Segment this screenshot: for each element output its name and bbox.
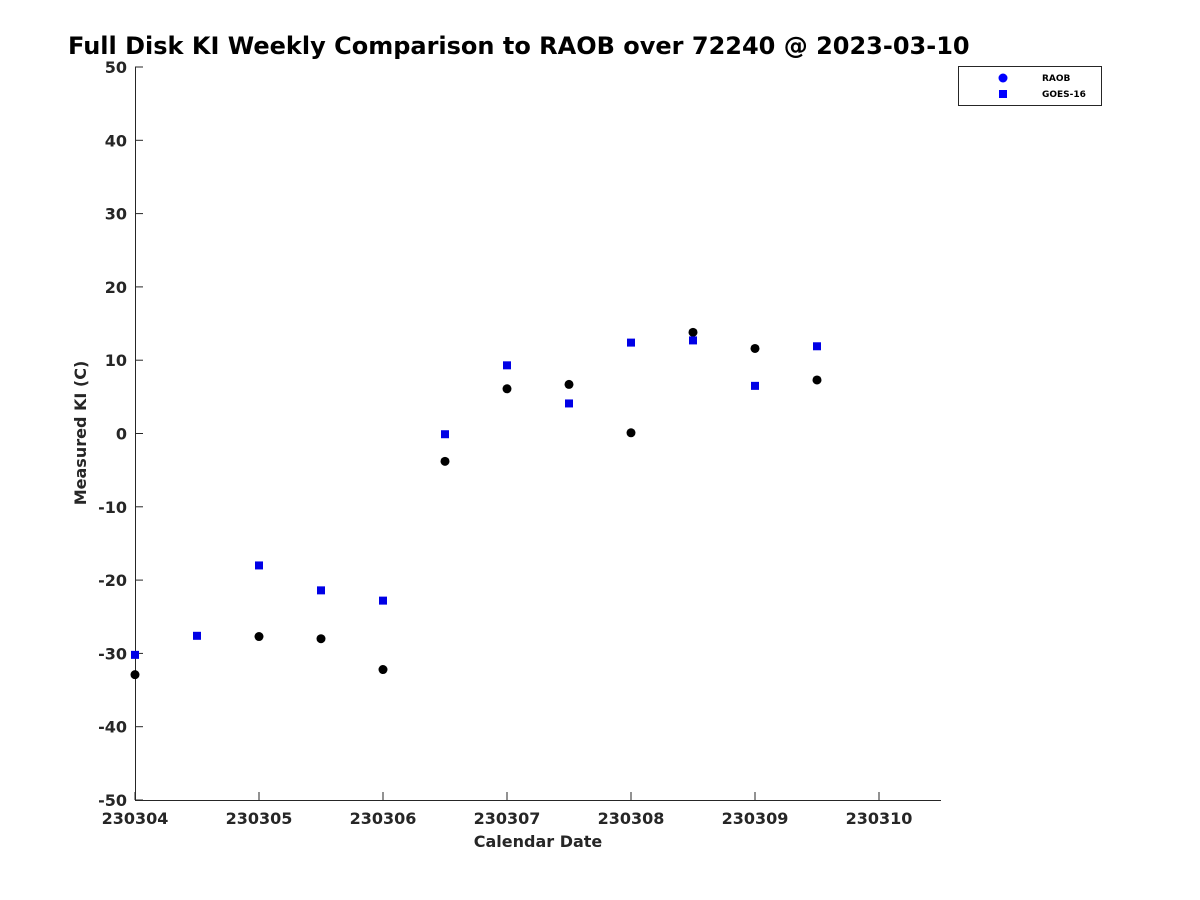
legend-raob-label: RAOB: [1042, 74, 1071, 84]
raob-point: [688, 327, 698, 337]
y-tick-label: -10: [98, 498, 127, 517]
y-tick-label: 50: [105, 58, 127, 77]
chart-title: Full Disk KI Weekly Comparison to RAOB o…: [68, 32, 970, 60]
y-tick-label: 10: [105, 351, 127, 370]
raob-point: [130, 670, 140, 680]
x-tick-label: 230305: [226, 809, 293, 828]
x-tick-label: 230310: [846, 809, 913, 828]
goes16-point: [751, 381, 759, 390]
goes16-point: [255, 561, 263, 570]
y-tick-label: -30: [98, 644, 127, 663]
x-ticks: 230304 230305 230306 230307 230308 230309 2303…: [102, 792, 913, 828]
goes16-point: [689, 336, 697, 345]
y-tick-label: -50: [98, 791, 127, 810]
goes16-point: [565, 399, 573, 408]
axes: [135, 67, 941, 801]
goes16-point: [813, 342, 821, 351]
raob-point: [564, 379, 574, 389]
y-ticks: 50 40 30 20 10 0 -10 -20 -30 -40 -50: [98, 58, 143, 810]
raob-point: [812, 375, 822, 385]
data-points: [130, 327, 822, 680]
raob-point: [502, 384, 512, 394]
y-tick-label: -40: [98, 718, 127, 737]
x-axis-label: Calendar Date: [474, 832, 603, 851]
goes16-point: [193, 631, 201, 640]
goes16-point: [379, 596, 387, 605]
legend-goes16-label: GOES-16: [1042, 90, 1086, 100]
legend-goes16-marker: [999, 90, 1007, 98]
raob-point: [440, 456, 450, 466]
raob-point: [626, 428, 636, 438]
legend-box: [958, 66, 1102, 106]
y-tick-label: -20: [98, 571, 127, 590]
x-tick-label: 230309: [722, 809, 789, 828]
legend-raob-marker: [998, 73, 1008, 83]
goes16-point: [441, 430, 449, 439]
legend: RAOB GOES-16: [958, 66, 1102, 106]
raob-point: [254, 632, 264, 642]
raob-point: [378, 665, 388, 675]
y-tick-label: 30: [105, 205, 127, 224]
x-tick-label: 230307: [474, 809, 541, 828]
y-tick-label: 40: [105, 131, 127, 150]
goes16-point: [317, 586, 325, 595]
y-axis-label: Measured KI (C): [71, 361, 90, 506]
x-tick-label: 230304: [102, 809, 169, 828]
raob-point: [750, 343, 760, 353]
x-tick-label: 230308: [598, 809, 665, 828]
raob-point: [316, 634, 326, 644]
goes16-point: [131, 650, 139, 659]
goes16-point: [627, 338, 635, 347]
y-tick-label: 20: [105, 278, 127, 297]
x-tick-label: 230306: [350, 809, 417, 828]
y-tick-label: 0: [116, 425, 127, 444]
goes16-point: [503, 361, 511, 370]
